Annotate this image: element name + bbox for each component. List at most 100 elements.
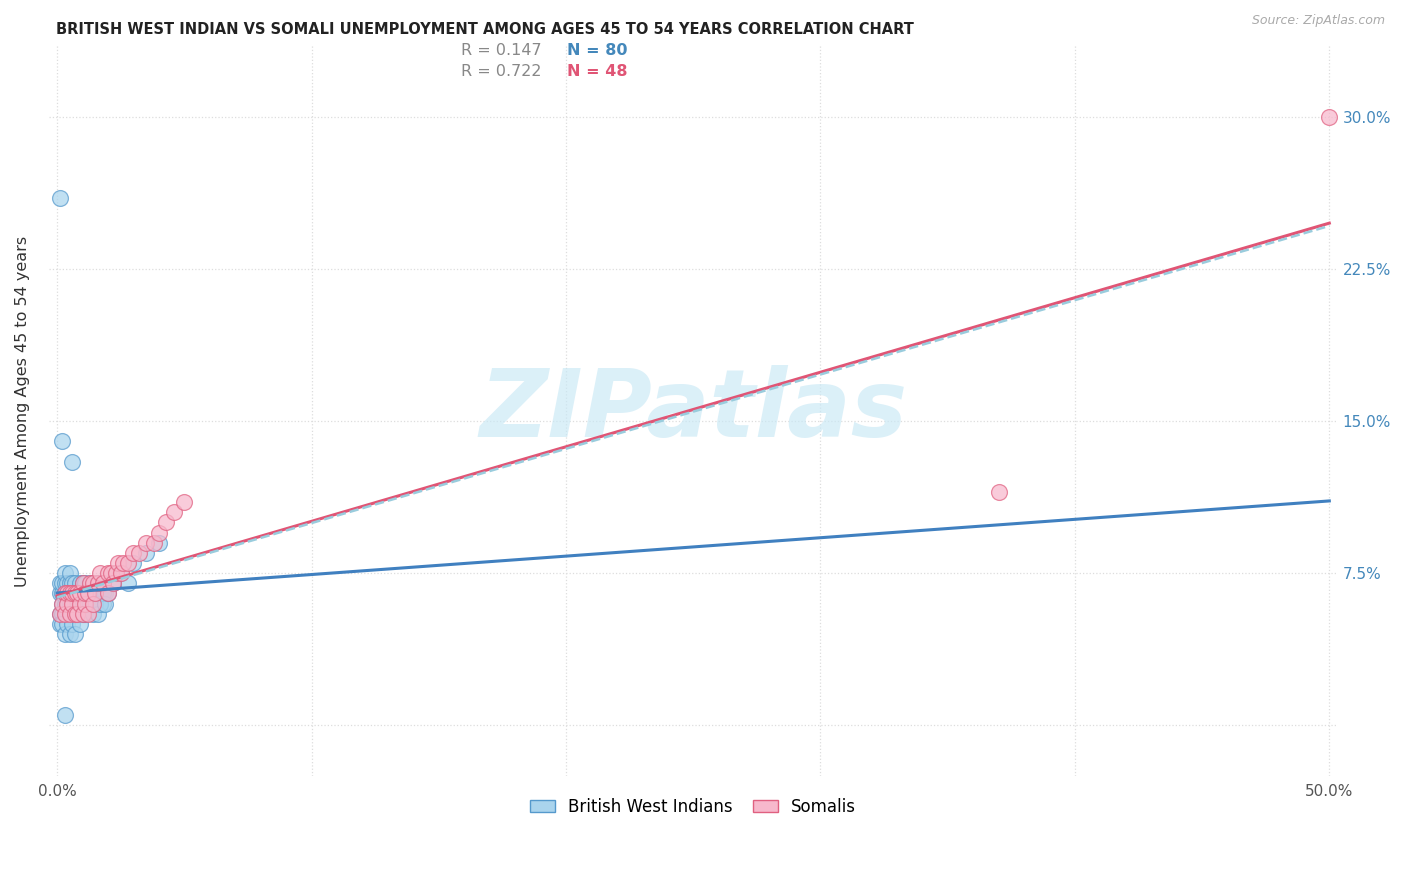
Point [53, 627, 76, 641]
Point [48, 576, 70, 591]
Point [48, 607, 70, 621]
Point [69, 597, 91, 611]
Point [53, 607, 76, 621]
Point [97, 566, 120, 581]
Point [79, 576, 101, 591]
Point [59, 607, 82, 621]
Point [56, 597, 79, 611]
Point [104, 566, 127, 581]
Point [69, 586, 91, 600]
Point [91, 576, 114, 591]
Point [87, 576, 110, 591]
Point [59, 607, 82, 621]
Point [48, 191, 70, 205]
Point [155, 516, 177, 530]
Point [63, 597, 86, 611]
Point [75, 597, 97, 611]
Point [66, 607, 89, 621]
Point [59, 597, 82, 611]
Point [163, 505, 186, 519]
Point [66, 586, 89, 600]
Point [56, 586, 79, 600]
Point [94, 597, 117, 611]
Point [69, 586, 91, 600]
Point [48, 607, 70, 621]
Point [75, 586, 97, 600]
Point [84, 586, 107, 600]
Point [91, 597, 114, 611]
Point [76, 597, 98, 611]
Point [63, 607, 86, 621]
Point [51, 607, 73, 621]
Point [148, 525, 170, 540]
Point [60, 576, 83, 591]
Point [112, 556, 135, 570]
Text: ZIPatlas: ZIPatlas [479, 365, 907, 457]
Point [60, 597, 83, 611]
Point [72, 576, 94, 591]
Point [122, 546, 145, 560]
Point [59, 566, 82, 581]
Point [173, 495, 195, 509]
Point [69, 597, 91, 611]
Text: Source: ZipAtlas.com: Source: ZipAtlas.com [1251, 14, 1385, 28]
Point [79, 597, 101, 611]
Point [72, 607, 94, 621]
Point [56, 586, 79, 600]
Point [100, 566, 122, 581]
Point [82, 597, 104, 611]
Point [63, 586, 86, 600]
Point [63, 627, 86, 641]
Point [60, 455, 83, 469]
Point [63, 586, 86, 600]
Point [89, 566, 111, 581]
Point [53, 586, 76, 600]
Point [69, 616, 91, 631]
Point [76, 597, 98, 611]
Point [53, 708, 76, 723]
Point [148, 535, 170, 549]
Point [56, 597, 79, 611]
Point [66, 597, 89, 611]
Point [51, 586, 73, 600]
Point [48, 586, 70, 600]
Point [53, 576, 76, 591]
Text: N = 48: N = 48 [567, 64, 627, 79]
Point [142, 535, 165, 549]
Point [82, 607, 104, 621]
Point [59, 576, 82, 591]
Point [72, 597, 94, 611]
Point [89, 586, 111, 600]
Legend: British West Indians, Somalis: British West Indians, Somalis [523, 791, 863, 822]
Point [59, 627, 82, 641]
Text: R = 0.722: R = 0.722 [461, 64, 541, 79]
Point [72, 607, 94, 621]
Point [101, 576, 124, 591]
Point [75, 576, 97, 591]
Point [117, 556, 139, 570]
Point [53, 586, 76, 600]
Point [60, 607, 83, 621]
Point [56, 607, 79, 621]
Point [51, 616, 73, 631]
Point [72, 586, 94, 600]
Point [56, 616, 79, 631]
Point [66, 586, 89, 600]
Point [110, 566, 132, 581]
Point [59, 586, 82, 600]
Point [72, 576, 94, 591]
Y-axis label: Unemployment Among Ages 45 to 54 years: Unemployment Among Ages 45 to 54 years [15, 235, 30, 587]
Point [53, 566, 76, 581]
Text: N = 80: N = 80 [567, 43, 627, 58]
Point [51, 576, 73, 591]
Point [48, 616, 70, 631]
Point [82, 597, 104, 611]
Point [51, 434, 73, 449]
Point [53, 607, 76, 621]
Point [79, 576, 101, 591]
Point [87, 607, 110, 621]
Point [84, 586, 107, 600]
Text: BRITISH WEST INDIAN VS SOMALI UNEMPLOYMENT AMONG AGES 45 TO 54 YEARS CORRELATION: BRITISH WEST INDIAN VS SOMALI UNEMPLOYME… [56, 22, 914, 37]
Point [51, 597, 73, 611]
Point [66, 607, 89, 621]
